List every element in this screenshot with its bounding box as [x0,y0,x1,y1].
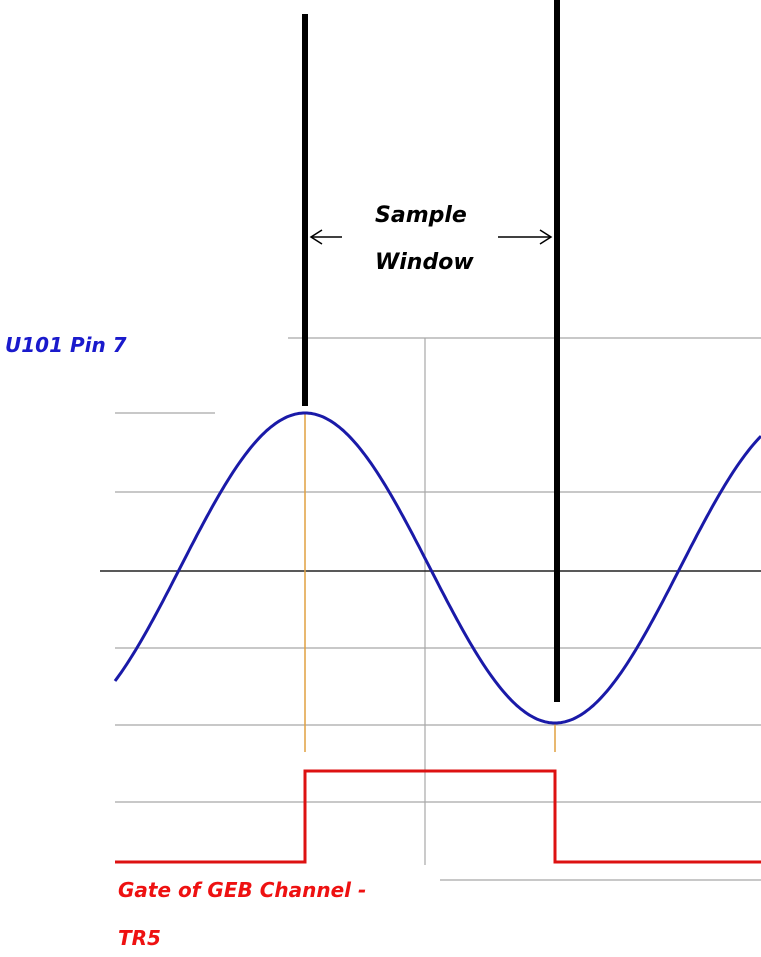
arrows [309,229,553,245]
arrow-head [309,229,323,245]
signal-label: U101 Pin 7 [5,333,127,357]
gate-label: Gate of GEB Channel - [118,878,366,902]
arrow-head [539,229,553,245]
grid [115,337,761,881]
gate-pulse [115,769,761,864]
window-label: Sample [375,203,467,228]
window-label: Window [375,250,474,275]
gate-label: TR5 [118,926,161,950]
sine-wave [113,411,761,725]
